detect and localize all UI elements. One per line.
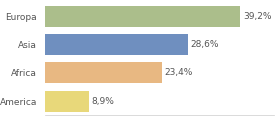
Text: 8,9%: 8,9% [92,97,115,106]
Bar [45,62,162,84]
Text: 39,2%: 39,2% [243,12,271,21]
Text: 23,4%: 23,4% [164,68,192,77]
Text: 28,6%: 28,6% [190,40,219,49]
Bar [45,90,89,112]
Bar [45,6,241,27]
Bar [45,34,188,55]
